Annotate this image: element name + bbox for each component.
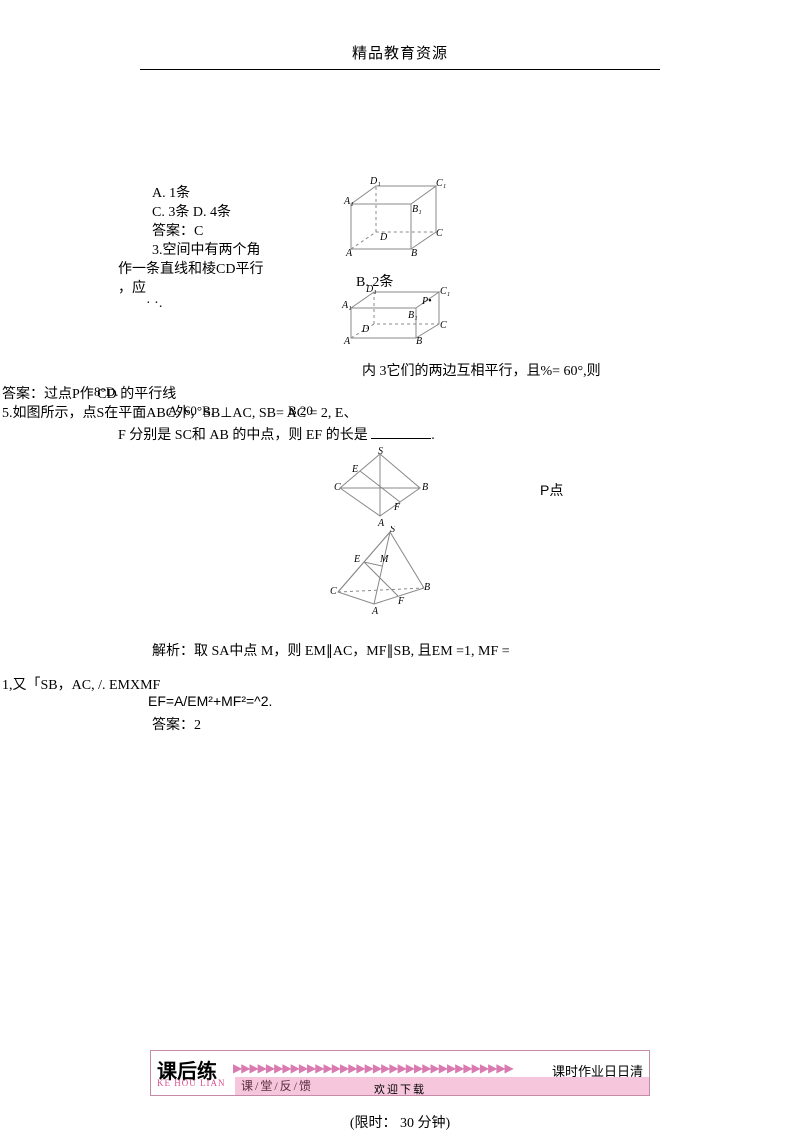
answer-c: 答案：C (152, 220, 203, 240)
line-ying: ，应 (118, 277, 146, 297)
page-title: 精品教育资源 (0, 42, 800, 63)
label-c-2: C (440, 320, 447, 331)
q5-text: F 分别是 SC和 AB 的中点，则 EF 的长是 (118, 428, 368, 443)
label-b-2: B (416, 336, 422, 347)
pyr-f: F (393, 502, 401, 513)
pyr2-c: C (330, 586, 337, 597)
pyr2-b: B (424, 582, 430, 593)
fragment-parallel-60: 内 3它们的两边互相平行，且%= 60°,则 (362, 360, 601, 380)
pyr2-m: M (379, 554, 389, 565)
label-a1-2: A₁ (341, 300, 352, 311)
solution-line-3: EF=A/EM²+MF²=^2. (148, 693, 272, 709)
banner-arrows: ▶▶▶▶▶▶▶▶▶▶▶▶▶▶▶▶▶▶▶▶▶▶▶▶▶▶▶▶▶▶▶▶▶▶ (233, 1061, 513, 1076)
solution-line-2: 1,又「SB，AC, /. EMXMF (2, 674, 160, 694)
pyr2-f: F (397, 596, 405, 607)
solution-answer: 答案：2 (152, 714, 201, 734)
label-c1-2: C₁ (440, 286, 450, 297)
p-point-label: P点 (540, 480, 563, 500)
label-b: B (411, 248, 417, 259)
label-p: P• (421, 296, 432, 307)
pyr-b: B (422, 482, 428, 493)
label-d-2: D (361, 324, 370, 335)
pyr2-s: S (390, 526, 395, 535)
cube-figure-1: A B C D A₁ B₁ C₁ D₁ (336, 174, 446, 264)
label-b1: B₁ (412, 204, 422, 215)
title-underline (140, 69, 660, 70)
pyr2-a: A (371, 606, 379, 616)
label-d: D (379, 232, 388, 243)
label-a: A (345, 248, 353, 259)
option-c-d: C. 3条 D. 4条 (152, 201, 231, 221)
dots: · ·. (146, 296, 162, 312)
label-a-2: A (343, 336, 351, 347)
pyramid-figure-1: S C B A E F (320, 446, 440, 530)
label-d1-2: D₁ (365, 284, 377, 295)
overlap-8d: 8°D. (94, 384, 118, 400)
solution-line-1: 解析：取 SA中点 M，则 EM∥AC，MF∥SB, 且EM =1, MF = (152, 640, 510, 660)
pyramid-figure-2: S C B A E F M (320, 526, 440, 616)
pyr-e: E (351, 464, 358, 475)
question-5-line2: F 分别是 SC和 AB 的中点，则 EF 的长是 . (118, 424, 435, 444)
option-a: A. 1条 (152, 182, 190, 202)
overlap-a60b: A. 60°B. (168, 403, 214, 419)
timer-text: (限时： 30 分钟) (0, 1112, 800, 1132)
label-d1: D₁ (369, 176, 381, 187)
label-c: C (436, 228, 443, 239)
pyr-s: S (378, 446, 383, 457)
overlap-b20: B.20 (288, 403, 313, 419)
pyr2-e: E (353, 554, 360, 565)
pyr-c: C (334, 482, 341, 493)
label-b1-2: B₁ (408, 310, 418, 321)
line-cd-parallel: 作一条直线和棱CD平行 (118, 258, 263, 278)
question-3: 3.空间中有两个角 (152, 239, 261, 259)
cube-figure-2: A B C D A₁ B₁ C₁ D₁ P• (336, 284, 456, 348)
label-c1: C₁ (436, 178, 446, 189)
answer-p-cd: 答案：过点P作 CD 的平行线 (2, 383, 176, 403)
page-footer: 欢迎下载 (0, 1081, 800, 1097)
blank-underline (371, 438, 431, 439)
label-a1: A₁ (343, 196, 354, 207)
